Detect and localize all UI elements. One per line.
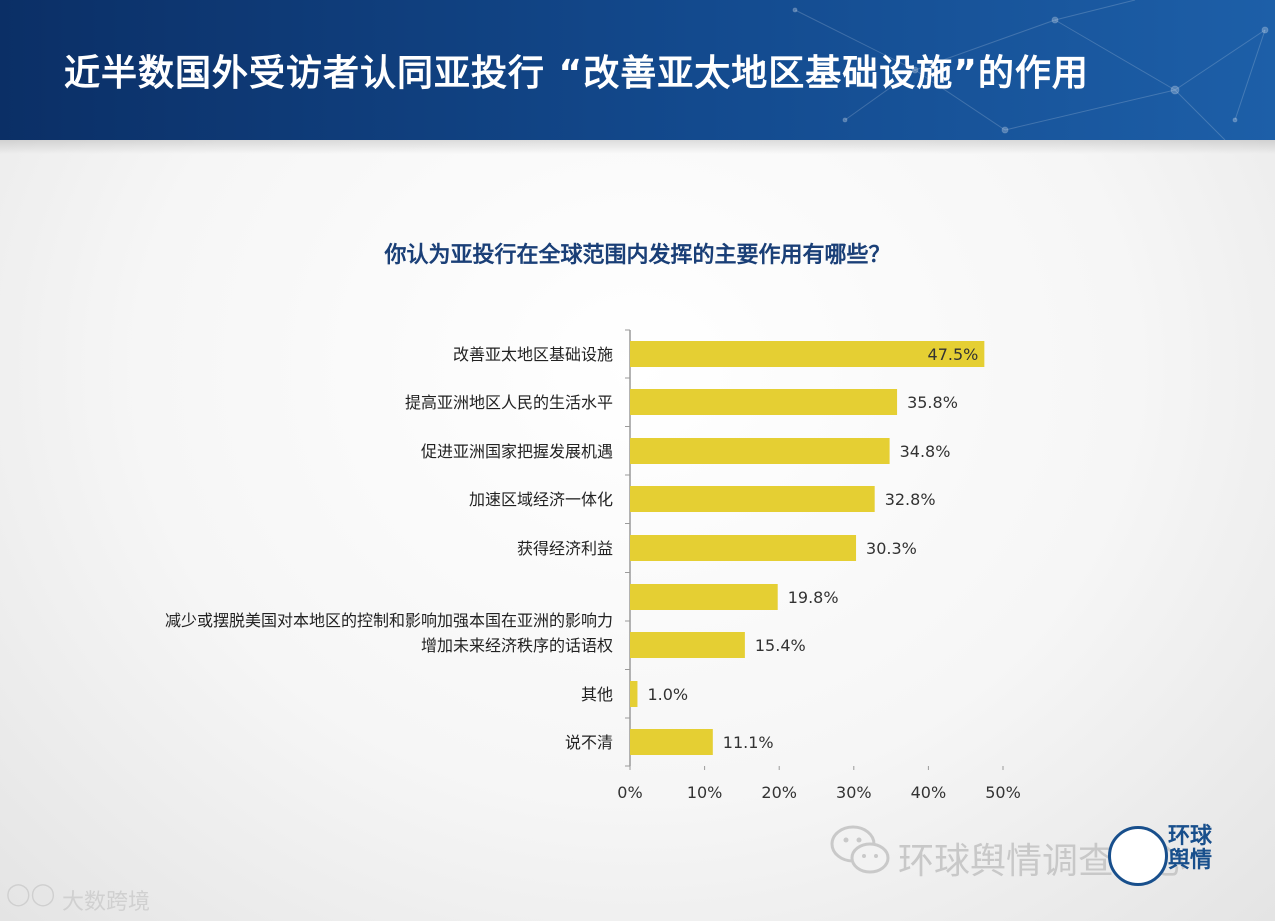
category-label: 提高亚洲地区人民的生活水平 [405, 393, 613, 412]
category-label: 说不清 [565, 733, 613, 752]
x-tick-label: 10% [687, 783, 723, 802]
data-label: 32.8% [885, 490, 936, 509]
x-tick-label: 40% [911, 783, 947, 802]
bar [630, 341, 985, 367]
data-label: 35.8% [907, 393, 958, 412]
data-label: 30.3% [866, 539, 917, 558]
wechat-icon [830, 825, 890, 874]
bar [630, 729, 713, 755]
category-label: 获得经济利益 [517, 539, 613, 558]
data-label: 15.4% [755, 636, 806, 655]
watermark-left-text: 大数跨境 [62, 890, 151, 915]
category-label: 加速区域经济一体化 [469, 490, 613, 509]
data-label: 11.1% [723, 733, 774, 752]
bar [630, 632, 745, 658]
network-decoration-icon [792, 0, 1269, 140]
data-label: 47.5% [928, 345, 979, 364]
bar [630, 584, 778, 610]
category-label: 减少或摆脱美国对本地区的控制和影响加强本国在亚洲的影响力 [165, 611, 613, 630]
bar [630, 681, 638, 707]
x-tick-label: 0% [617, 783, 642, 802]
x-tick-label: 50% [985, 783, 1021, 802]
data-label: 34.8% [900, 442, 951, 461]
x-tick-label: 30% [836, 783, 872, 802]
bar [630, 486, 875, 512]
header-banner: 近半数国外受访者认同亚投行 “改善亚太地区基础设施”的作用 [0, 0, 1275, 140]
seal-text: 环球舆情 [1168, 823, 1213, 873]
category-label: 改善亚太地区基础设施 [453, 345, 613, 364]
category-label: 增加未来经济秩序的话语权 [421, 636, 613, 655]
bar [630, 389, 898, 415]
brand-logo-icon: ◯◯ [6, 882, 56, 907]
category-label: 促进亚洲国家把握发展机遇 [421, 442, 613, 461]
watermark-left: ◯◯ 大数跨境 [6, 882, 206, 916]
bar [630, 535, 857, 561]
header-shadow [0, 140, 1275, 154]
bar [630, 438, 890, 464]
category-label: 其他 [581, 685, 613, 704]
chart-title: 你认为亚投行在全球范围内发挥的主要作用有哪些？ [384, 243, 891, 268]
x-tick-label: 20% [761, 783, 797, 802]
page-title: 近半数国外受访者认同亚投行 “改善亚太地区基础设施”的作用 [64, 53, 1089, 94]
watermark-right: 环球舆情调查中心 环球舆情 [828, 820, 1248, 890]
data-label: 1.0% [647, 685, 688, 704]
seal-icon [1108, 826, 1168, 886]
data-label: 19.8% [788, 588, 839, 607]
